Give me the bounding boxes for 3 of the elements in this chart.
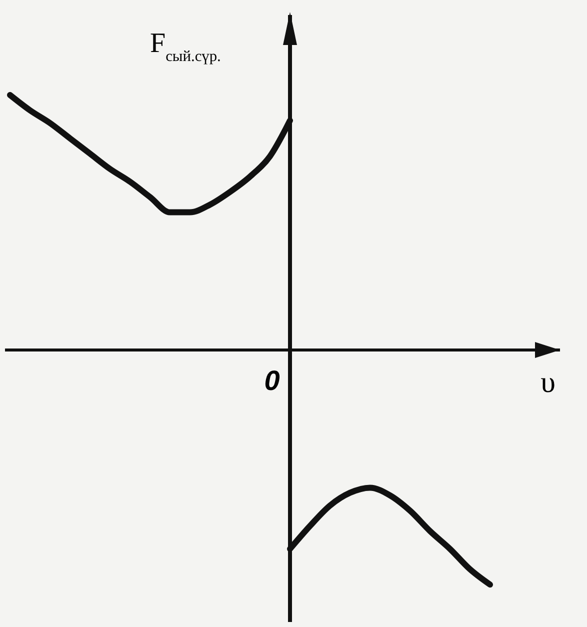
y-axis-title: F$_{сый.сүр.}$ xyxy=(150,28,221,64)
annotation: 0 xyxy=(264,365,280,396)
x-axis-title: υ xyxy=(540,366,556,399)
